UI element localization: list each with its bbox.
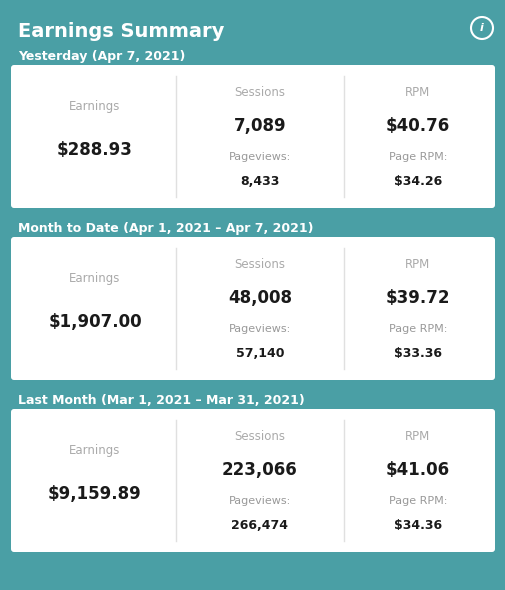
Text: Page RPM:: Page RPM: bbox=[388, 324, 446, 334]
Text: $40.76: $40.76 bbox=[385, 117, 449, 135]
Text: $34.36: $34.36 bbox=[393, 519, 441, 532]
Text: 57,140: 57,140 bbox=[235, 347, 284, 360]
Text: $1,907.00: $1,907.00 bbox=[48, 313, 141, 331]
Text: $33.36: $33.36 bbox=[393, 347, 441, 360]
Text: Last Month (Mar 1, 2021 – Mar 31, 2021): Last Month (Mar 1, 2021 – Mar 31, 2021) bbox=[18, 394, 304, 407]
Text: Page RPM:: Page RPM: bbox=[388, 496, 446, 506]
Text: i: i bbox=[479, 23, 483, 33]
Text: Sessions: Sessions bbox=[234, 258, 285, 271]
Text: Pageviews:: Pageviews: bbox=[228, 152, 290, 162]
Text: Sessions: Sessions bbox=[234, 86, 285, 99]
Text: Pageviews:: Pageviews: bbox=[228, 496, 290, 506]
Text: Sessions: Sessions bbox=[234, 430, 285, 443]
Text: RPM: RPM bbox=[405, 430, 430, 443]
Text: Yesterday (Apr 7, 2021): Yesterday (Apr 7, 2021) bbox=[18, 50, 185, 63]
Text: 48,008: 48,008 bbox=[228, 289, 291, 307]
Text: $288.93: $288.93 bbox=[57, 141, 133, 159]
Text: Page RPM:: Page RPM: bbox=[388, 152, 446, 162]
Text: 266,474: 266,474 bbox=[231, 519, 288, 532]
Text: RPM: RPM bbox=[405, 258, 430, 271]
Text: Earnings: Earnings bbox=[69, 100, 121, 113]
Text: $9,159.89: $9,159.89 bbox=[48, 485, 141, 503]
Text: Earnings: Earnings bbox=[69, 444, 121, 457]
Text: 8,433: 8,433 bbox=[240, 175, 279, 188]
Text: Earnings Summary: Earnings Summary bbox=[18, 22, 224, 41]
Text: $34.26: $34.26 bbox=[393, 175, 441, 188]
FancyBboxPatch shape bbox=[11, 409, 494, 552]
Text: RPM: RPM bbox=[405, 86, 430, 99]
Text: 223,066: 223,066 bbox=[222, 461, 297, 478]
Text: $39.72: $39.72 bbox=[385, 289, 449, 307]
Text: $41.06: $41.06 bbox=[385, 461, 449, 478]
FancyBboxPatch shape bbox=[11, 237, 494, 380]
Text: Month to Date (Apr 1, 2021 – Apr 7, 2021): Month to Date (Apr 1, 2021 – Apr 7, 2021… bbox=[18, 222, 313, 235]
FancyBboxPatch shape bbox=[11, 65, 494, 208]
Text: Earnings: Earnings bbox=[69, 272, 121, 285]
Text: 7,089: 7,089 bbox=[233, 117, 286, 135]
Text: Pageviews:: Pageviews: bbox=[228, 324, 290, 334]
